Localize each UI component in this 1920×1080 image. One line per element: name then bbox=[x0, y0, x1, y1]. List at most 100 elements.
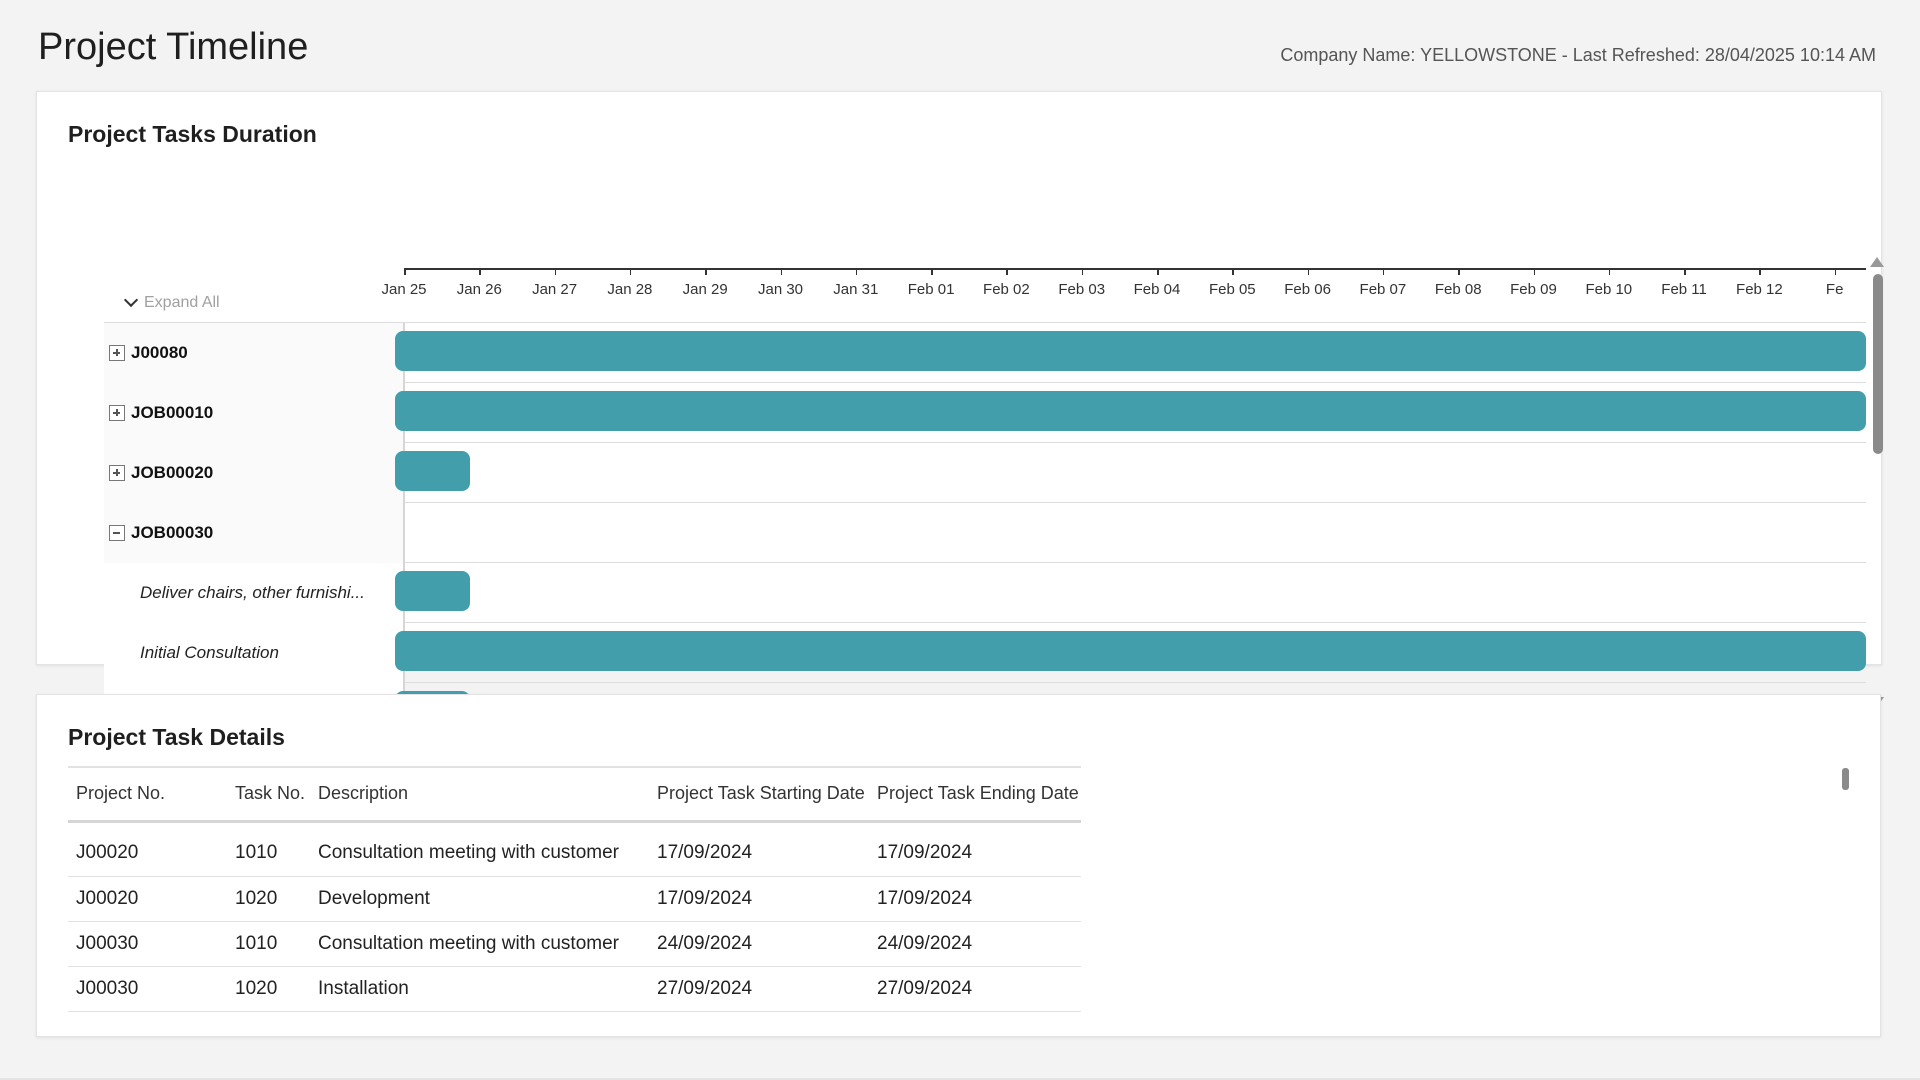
gantt-row: JOB00010 bbox=[104, 383, 1866, 443]
table-cell: 27/09/2024 bbox=[649, 966, 869, 1012]
table-body: J00020 1010 Consultation meeting with cust… bbox=[68, 821, 1081, 1012]
task-details-table: Project No. Task No. Description Project… bbox=[68, 766, 1081, 1012]
table-row[interactable]: J00020 1020 Development 17/09/2024 17/09/202… bbox=[68, 876, 1081, 922]
timeline-tick bbox=[479, 268, 481, 275]
gantt-rows: J00080 JOB00010 JOB00020 JOB00030 Deliver ch… bbox=[104, 322, 1866, 707]
gantt-card: Project Tasks Duration Jan 25 Jan 26 Jan 2… bbox=[36, 91, 1884, 728]
expand-all-button[interactable]: Expand All bbox=[123, 292, 220, 312]
timeline-date-label: Jan 30 bbox=[757, 281, 804, 298]
task-label: Initial Consultation bbox=[140, 643, 279, 662]
timeline-tick bbox=[931, 268, 933, 275]
timeline-tick bbox=[1533, 268, 1535, 275]
timeline-tick bbox=[629, 268, 632, 275]
table-cell: 17/09/2024 bbox=[649, 831, 869, 877]
expand-all-label: Expand All bbox=[144, 294, 220, 311]
gantt-bar[interactable] bbox=[395, 391, 1866, 431]
expand-icon[interactable] bbox=[109, 465, 125, 481]
gantt-row: Deliver chairs, other furnishi... bbox=[104, 563, 1866, 623]
timeline-date-label: Feb 07 bbox=[1359, 281, 1407, 298]
table-cell: Consultation meeting with customer bbox=[310, 921, 649, 967]
table-cell: 17/09/2024 bbox=[649, 876, 869, 922]
table-cell: 17/09/2024 bbox=[869, 831, 1081, 877]
company-refresh-info: Company Name: YELLOWSTONE - Last Refresh… bbox=[1280, 45, 1876, 65]
timeline-date-label: Feb 12 bbox=[1736, 281, 1783, 298]
table-cell: 17/09/2024 bbox=[869, 876, 1081, 922]
timeline-tick bbox=[780, 268, 782, 275]
gantt-row-label-cell: JOB00010 bbox=[104, 383, 405, 443]
gantt-bar[interactable] bbox=[395, 571, 471, 611]
timeline-date-label: Feb 06 bbox=[1284, 281, 1331, 298]
column-header[interactable]: Description bbox=[310, 766, 649, 823]
page-bottom-divider bbox=[0, 1078, 1920, 1080]
timeline-date-label: Jan 31 bbox=[833, 281, 879, 298]
project-label: JOB00020 bbox=[131, 463, 214, 482]
table-cell: J00020 bbox=[68, 831, 227, 877]
expand-icon[interactable] bbox=[109, 405, 125, 421]
timeline-tick bbox=[1458, 268, 1460, 275]
timeline-tick bbox=[1157, 268, 1159, 275]
timeline-tick bbox=[1307, 268, 1310, 275]
timeline-tick bbox=[1382, 268, 1385, 275]
table-row[interactable]: J00030 1020 Installation 27/09/2024 27/09/20… bbox=[68, 966, 1081, 1012]
gantt-bar[interactable] bbox=[395, 631, 1866, 671]
timeline-date-label: Jan 26 bbox=[456, 281, 502, 298]
timeline-tick bbox=[1608, 268, 1611, 275]
expand-icon[interactable] bbox=[109, 345, 125, 361]
timeline-tick bbox=[1232, 268, 1234, 275]
collapse-icon[interactable] bbox=[109, 525, 125, 541]
column-header[interactable]: Project Task Starting Date bbox=[649, 766, 869, 823]
gantt-row-label-cell: JOB00030 bbox=[104, 503, 405, 563]
table-scroll-thumb[interactable] bbox=[1842, 768, 1849, 790]
scroll-up-arrow-icon[interactable] bbox=[1870, 257, 1884, 267]
gantt-title: Project Tasks Duration bbox=[68, 121, 317, 147]
column-header[interactable]: Project Task Ending Date bbox=[869, 766, 1081, 823]
timeline-date-label: Feb 02 bbox=[983, 281, 1030, 298]
table-spacer bbox=[68, 821, 1081, 831]
timeline-date-label: Fe bbox=[1825, 281, 1844, 298]
table-cell: 24/09/2024 bbox=[649, 921, 869, 967]
table-cell: Development bbox=[310, 876, 649, 922]
gantt-row-label-cell: Initial Consultation bbox=[104, 623, 405, 683]
timeline-date-label: Feb 05 bbox=[1208, 281, 1256, 298]
table-cell: 1010 bbox=[227, 831, 310, 877]
timeline-date-label: Jan 29 bbox=[682, 281, 728, 298]
table-cell: 1020 bbox=[227, 876, 310, 922]
project-label: J00080 bbox=[131, 343, 188, 362]
timeline-date-label: Jan 28 bbox=[607, 281, 653, 298]
table-cell: J00030 bbox=[68, 966, 227, 1012]
gantt-chart: Jan 25 Jan 26 Jan 27 Jan 28 Jan 29 Jan 30 Jan … bbox=[68, 177, 1884, 728]
gantt-row: JOB00020 bbox=[104, 443, 1866, 503]
task-label: Deliver chairs, other furnishi... bbox=[140, 583, 365, 602]
project-label: JOB00030 bbox=[131, 523, 214, 542]
timeline-tick bbox=[554, 268, 557, 275]
timeline-tick bbox=[1834, 268, 1837, 275]
page-title: Project Timeline bbox=[38, 26, 309, 68]
table-cell: 27/09/2024 bbox=[869, 966, 1081, 1012]
timeline-tick bbox=[1006, 268, 1008, 275]
timeline-date-label: Feb 09 bbox=[1510, 281, 1557, 298]
timeline-date-label: Feb 01 bbox=[907, 281, 955, 298]
timeline-tick bbox=[404, 268, 406, 275]
details-card: Project Task Details Project No. Task No… bbox=[36, 694, 1881, 1037]
table-cell: 24/09/2024 bbox=[869, 921, 1081, 967]
table-cell: 1020 bbox=[227, 966, 310, 1012]
timeline-axis bbox=[404, 268, 1866, 270]
details-title: Project Task Details bbox=[68, 724, 285, 750]
column-header[interactable]: Project No. bbox=[68, 766, 227, 823]
vertical-scroll-thumb[interactable] bbox=[1873, 274, 1883, 454]
timeline-date-label: Jan 27 bbox=[532, 281, 578, 298]
gantt-bar[interactable] bbox=[395, 331, 1866, 371]
gantt-row-label-cell: J00080 bbox=[104, 323, 405, 383]
gantt-bar[interactable] bbox=[395, 451, 471, 491]
column-header[interactable]: Task No. bbox=[227, 766, 310, 823]
timeline-tick bbox=[1759, 268, 1761, 275]
timeline-tick bbox=[1684, 268, 1686, 275]
gantt-row: JOB00030 bbox=[104, 503, 1866, 563]
timeline-date-label: Jan 25 bbox=[381, 281, 427, 298]
timeline-tick bbox=[705, 268, 707, 275]
gantt-row-label-cell: JOB00020 bbox=[104, 443, 405, 503]
timeline-tick bbox=[855, 268, 858, 275]
table-row[interactable]: J00020 1010 Consultation meeting with cust… bbox=[68, 831, 1081, 877]
project-label: JOB00010 bbox=[131, 403, 214, 422]
table-row[interactable]: J00030 1010 Consultation meeting with cust… bbox=[68, 921, 1081, 967]
